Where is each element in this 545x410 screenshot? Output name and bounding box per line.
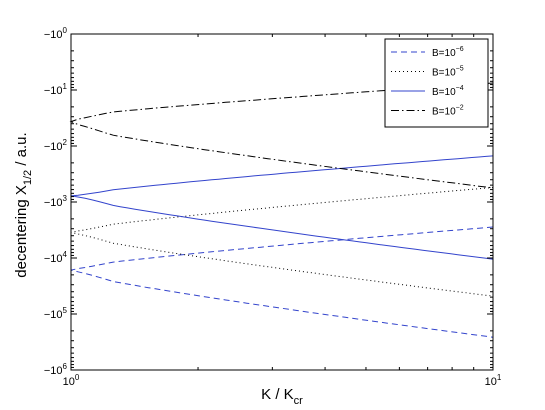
y-tick-label: −103 (44, 194, 68, 209)
legend-label: B=10−5 (432, 66, 464, 79)
series-line-2 (70, 187, 494, 297)
legend: B=10−6 B=10−5 B=10−4 B=10−2 (384, 38, 489, 128)
x-tick-label: 100 (63, 373, 80, 388)
x-axis-label: K / Kcr (261, 386, 303, 407)
y-tick-label: −106 (44, 362, 68, 377)
series-line-1 (70, 226, 494, 338)
y-axis-label: decentering X1/2 / a.u. (13, 132, 34, 277)
x-tick-label: 101 (485, 373, 502, 388)
y-tick-label: −104 (44, 250, 68, 265)
legend-label: B=10−2 (432, 105, 464, 118)
y-tick-label: −105 (44, 306, 68, 321)
series-line-3 (70, 155, 494, 260)
legend-box (384, 38, 489, 128)
y-tick-label: −102 (44, 138, 68, 153)
y-tick-label: −100 (44, 26, 68, 41)
y-tick-label: −101 (44, 82, 68, 97)
legend-label: B=10−4 (432, 85, 464, 98)
legend-label: B=10−6 (432, 46, 464, 59)
